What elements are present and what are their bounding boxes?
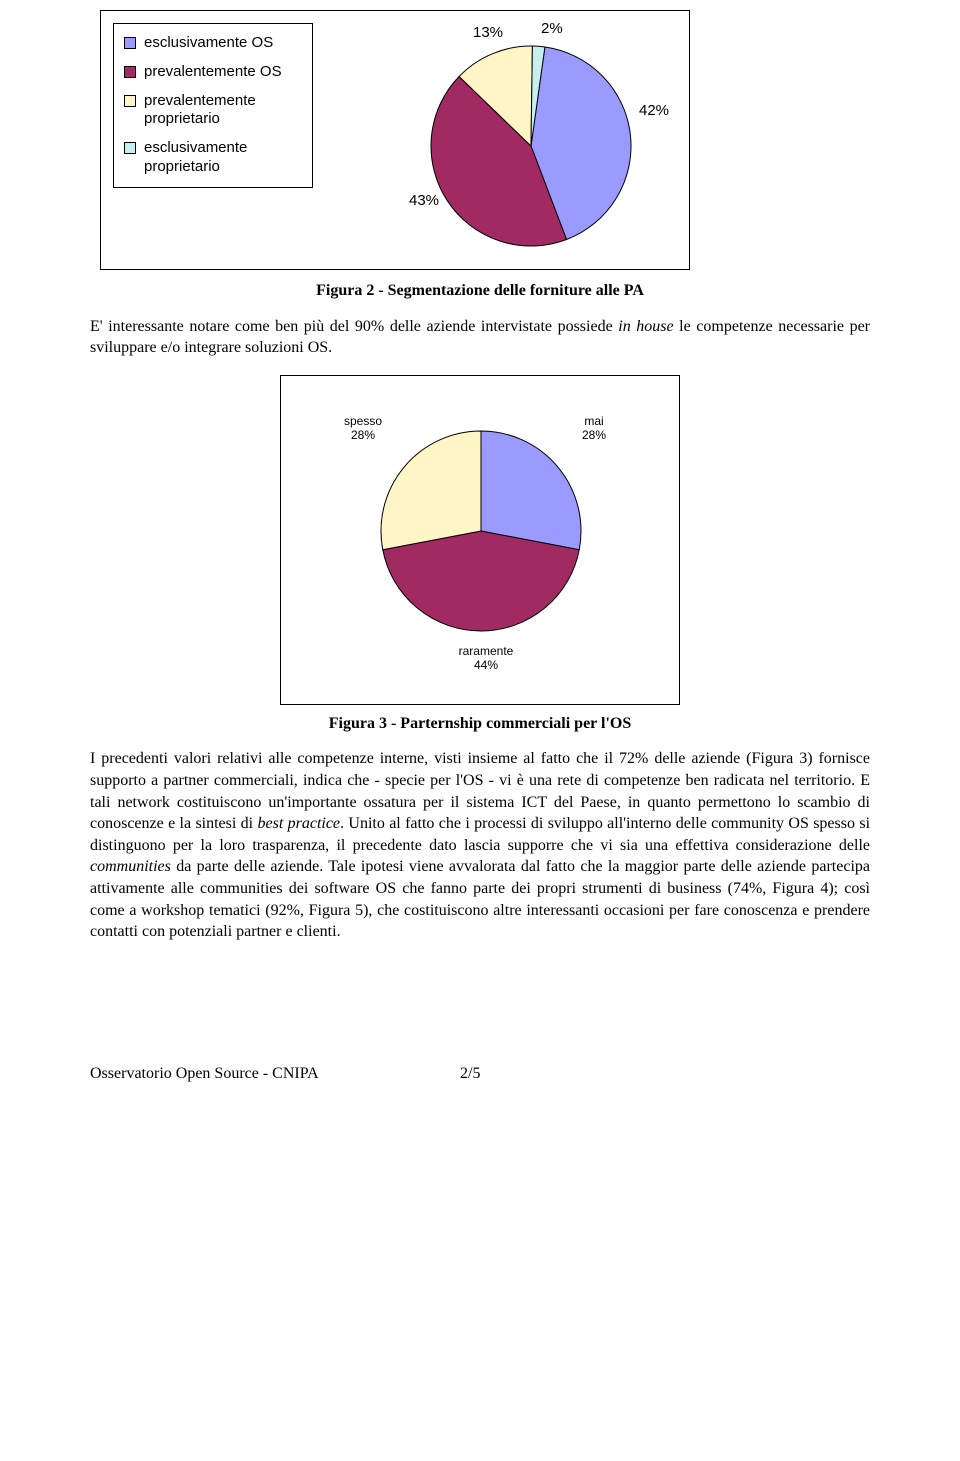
chart1-label-43: 43%: [409, 191, 439, 211]
para1-text-b: in house: [618, 318, 673, 335]
legend-swatch: [124, 142, 136, 154]
footer-page-number: 2/5: [460, 1063, 480, 1085]
chart2-label-mai: mai 28%: [569, 414, 619, 443]
para2-text-d: communities: [90, 858, 171, 875]
chart1-pie: 13% 2% 42% 43%: [391, 21, 671, 261]
legend-label: esclusivamente proprietario: [144, 139, 298, 177]
chart2-spesso-val: 28%: [351, 428, 375, 442]
legend-item: esclusivamente proprietario: [124, 139, 298, 177]
legend-swatch: [124, 66, 136, 78]
chart2-pie: spesso 28% mai 28% raramente 44%: [351, 416, 611, 676]
legend-swatch: [124, 95, 136, 107]
footer-source: Osservatorio Open Source - CNIPA: [90, 1063, 460, 1085]
para2-text-b: best practice: [257, 815, 340, 832]
figure-3-caption: Figura 3 - Parternship commerciali per l…: [90, 713, 870, 735]
legend-swatch: [124, 37, 136, 49]
chart1-legend: esclusivamente OS prevalentemente OS preva…: [113, 23, 313, 188]
chart1-label-2: 2%: [541, 19, 563, 39]
paragraph-2: I precedenti valori relativi alle compet…: [90, 748, 870, 942]
chart2-label-spesso: spesso 28%: [333, 414, 393, 443]
legend-item: prevalentemente proprietario: [124, 92, 298, 130]
chart2-spesso-text: spesso: [344, 414, 382, 428]
page-footer: Osservatorio Open Source - CNIPA 2/5: [90, 1063, 870, 1085]
legend-item: esclusivamente OS: [124, 34, 298, 53]
chart2-rar-val: 44%: [474, 658, 498, 672]
legend-label: esclusivamente OS: [144, 34, 273, 53]
chart-figure-2: esclusivamente OS prevalentemente OS preva…: [100, 10, 690, 270]
para2-text-e: da parte delle aziende. Tale ipotesi vie…: [90, 858, 870, 940]
legend-label: prevalentemente proprietario: [144, 92, 298, 130]
para1-text-a: E' interessante notare come ben più del …: [90, 318, 618, 335]
chart2-label-raramente: raramente 44%: [446, 644, 526, 673]
chart2-rar-text: raramente: [459, 644, 514, 658]
paragraph-1: E' interessante notare come ben più del …: [90, 316, 870, 359]
legend-item: prevalentemente OS: [124, 63, 298, 82]
chart1-label-13: 13%: [473, 23, 503, 43]
chart-figure-3: spesso 28% mai 28% raramente 44%: [280, 375, 680, 705]
figure-2-caption: Figura 2 - Segmentazione delle forniture…: [90, 280, 870, 302]
chart1-label-42: 42%: [639, 101, 669, 121]
legend-label: prevalentemente OS: [144, 63, 282, 82]
chart2-mai-val: 28%: [582, 428, 606, 442]
chart2-mai-text: mai: [584, 414, 603, 428]
